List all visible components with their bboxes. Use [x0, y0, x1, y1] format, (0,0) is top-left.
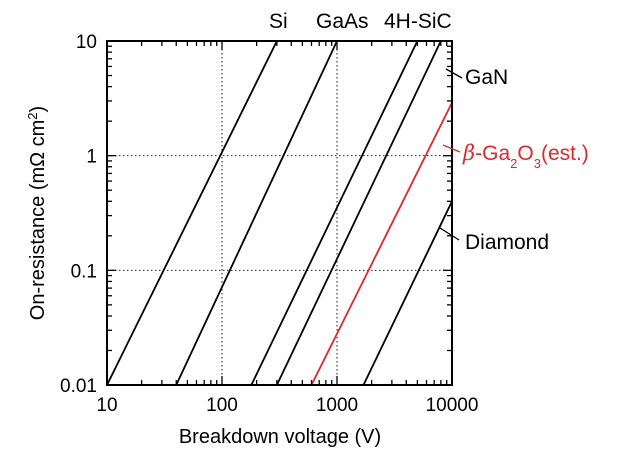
y-tick-label: 1 — [86, 147, 97, 168]
series-line-ga2o3-est — [310, 102, 453, 386]
x-tick-label: 100 — [206, 395, 238, 416]
x-tick-label: 10 — [96, 395, 117, 416]
label-si: Si — [269, 10, 288, 33]
x-tick-label: 10000 — [426, 395, 479, 416]
label-ga2o3-est: (est.) — [541, 142, 589, 165]
leader-gan — [445, 68, 463, 79]
axis-ticks — [106, 40, 453, 386]
label-ga2o3-o: O — [517, 142, 533, 165]
label-ga2o3-sub-3: 3 — [534, 156, 541, 171]
series-lines — [106, 40, 453, 386]
label-gaas: GaAs — [316, 10, 369, 33]
y-tick-label: 0.1 — [71, 261, 97, 282]
series-line-diamond — [362, 200, 453, 386]
y-axis-title-close: ) — [27, 106, 49, 113]
y-axis-title-omega: Ω — [27, 152, 49, 167]
x-axis-title: Breakdown voltage (V) — [179, 426, 381, 448]
y-axis-title-part-1: On-resistance (m — [27, 167, 49, 320]
y-tick-labels: 0.01 0.1 1 10 — [60, 32, 97, 397]
y-tick-label: 10 — [76, 32, 97, 53]
grid-lines — [107, 41, 452, 385]
plot-frame — [106, 40, 453, 386]
label-ga2o3: β-Ga2O3(est.) — [462, 141, 589, 171]
series-line-si — [106, 40, 278, 386]
series-line-gaas — [175, 40, 338, 386]
label-ga2o3-sub-2: 2 — [510, 156, 517, 171]
series-line-gan — [276, 40, 442, 386]
y-axis-title: On-resistance (mΩ cm2) — [25, 106, 50, 320]
label-4h-sic: 4H-SiC — [384, 10, 452, 33]
x-tick-labels: 10 100 1000 10000 — [96, 395, 478, 416]
y-axis-title-superscript: 2 — [25, 112, 40, 119]
leader-diamond — [439, 227, 460, 241]
label-ga2o3-beta: β — [462, 141, 475, 165]
x-tick-label: 1000 — [316, 395, 358, 416]
leader-ga2o3 — [442, 144, 461, 153]
label-gan: GaN — [465, 66, 508, 89]
label-diamond: Diamond — [465, 231, 549, 254]
series-line-4h-sic — [250, 40, 419, 386]
y-tick-label: 0.01 — [60, 376, 97, 397]
label-ga2o3-ga: -Ga — [475, 142, 510, 165]
y-axis-title-unit: cm — [27, 120, 49, 152]
